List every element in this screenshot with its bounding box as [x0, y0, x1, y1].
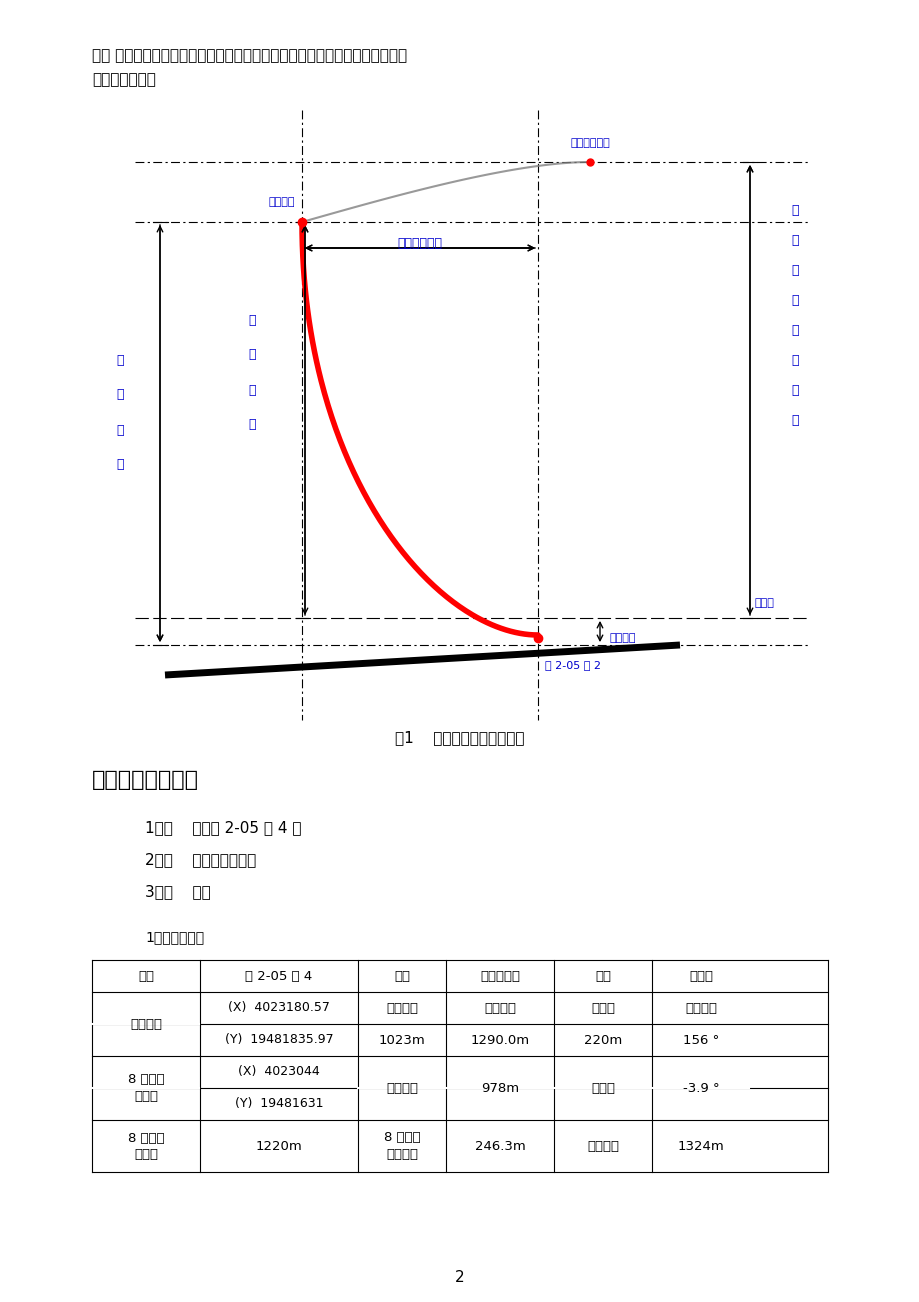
Text: 造斜点: 造斜点 [590, 1001, 614, 1014]
Text: 8 号煤靶
点垂深: 8 号煤靶 点垂深 [128, 1131, 165, 1160]
Text: 井口坐标: 井口坐标 [268, 197, 295, 207]
Text: 磁偏角: 磁偏角 [590, 1082, 614, 1095]
Text: 完钻垂深: 完钻垂深 [483, 1001, 516, 1014]
Text: 220m: 220m [584, 1034, 621, 1047]
Text: 1324m: 1324m [677, 1139, 723, 1152]
Text: 投: 投 [790, 323, 798, 336]
Text: 246.3m: 246.3m [474, 1139, 525, 1152]
Text: 吉 2-05 向 2: 吉 2-05 向 2 [544, 660, 600, 671]
Text: -3.9 °: -3.9 ° [682, 1082, 719, 1095]
Text: 口: 口 [248, 349, 255, 362]
Text: 1）基本数据表: 1）基本数据表 [145, 930, 204, 944]
Text: 井型: 井型 [595, 970, 610, 983]
Text: 井别: 井别 [393, 970, 410, 983]
Text: 8 号煤靶
点坐标: 8 号煤靶 点坐标 [128, 1073, 165, 1103]
Text: 靶点海拔: 靶点海拔 [609, 633, 636, 643]
Text: (X)  4023180.57: (X) 4023180.57 [228, 1001, 330, 1014]
Text: 海: 海 [248, 384, 255, 397]
Text: 1、井    号：吉 2-05 向 4 井: 1、井 号：吉 2-05 向 4 井 [145, 820, 301, 835]
Text: (Y)  19481631: (Y) 19481631 [234, 1098, 323, 1111]
Text: 垂: 垂 [116, 423, 124, 436]
Text: 978m: 978m [481, 1082, 518, 1095]
Text: (Y)  19481835.97: (Y) 19481835.97 [224, 1034, 333, 1047]
Text: 3、井    位：: 3、井 位： [145, 884, 210, 898]
Text: 大门方位: 大门方位 [685, 1001, 716, 1014]
Text: 深: 深 [116, 458, 124, 471]
Text: 面: 面 [790, 293, 798, 306]
Text: 图1    定向井基本数据示意图: 图1 定向井基本数据示意图 [395, 730, 524, 745]
Text: 2、井    别：生产试验井: 2、井 别：生产试验井 [145, 852, 256, 867]
Text: 8 号煤靶
点水平位: 8 号煤靶 点水平位 [383, 1131, 420, 1161]
Text: 拔: 拔 [248, 418, 255, 431]
Text: 海: 海 [790, 384, 798, 397]
Text: (X)  4023044: (X) 4023044 [238, 1065, 320, 1078]
Text: 备注 此表中煤层顶底板深度列的数据是指煤层垂直往上与地面的距离，纯煤厚: 备注 此表中煤层顶底板深度列的数据是指煤层垂直往上与地面的距离，纯煤厚 [92, 48, 407, 62]
Text: 井底海拔: 井底海拔 [386, 1082, 417, 1095]
Text: 吉 2-05 向 4: 吉 2-05 向 4 [245, 970, 312, 983]
Text: 井: 井 [248, 314, 255, 327]
Text: 度指垂直厚度。: 度指垂直厚度。 [92, 72, 155, 87]
Text: 1023m: 1023m [379, 1034, 425, 1047]
Text: 井口坐标: 井口坐标 [130, 1017, 162, 1030]
Text: 靶: 靶 [790, 203, 798, 216]
Text: 井名: 井名 [138, 970, 153, 983]
Text: 1220m: 1220m [255, 1139, 302, 1152]
Text: 二、地质基本数据: 二、地质基本数据 [92, 769, 199, 790]
Text: 完钻井深: 完钻井深 [586, 1139, 618, 1152]
Text: 地: 地 [790, 263, 798, 276]
Text: 靶点地面坐标: 靶点地面坐标 [570, 138, 609, 148]
Text: 海平面: 海平面 [754, 598, 774, 608]
Text: 靶点水平位移: 靶点水平位移 [397, 237, 442, 250]
Text: 2: 2 [455, 1269, 464, 1285]
Text: 拔: 拔 [790, 414, 798, 427]
Text: 点: 点 [116, 388, 124, 401]
Text: 井口海拔: 井口海拔 [386, 1001, 417, 1014]
Text: 点: 点 [790, 233, 798, 246]
Text: 定向井: 定向井 [688, 970, 712, 983]
Text: 靶: 靶 [116, 354, 124, 366]
Text: 生产试验井: 生产试验井 [480, 970, 519, 983]
Text: 影: 影 [790, 354, 798, 366]
Text: 1290.0m: 1290.0m [470, 1034, 529, 1047]
Text: 156 °: 156 ° [682, 1034, 719, 1047]
